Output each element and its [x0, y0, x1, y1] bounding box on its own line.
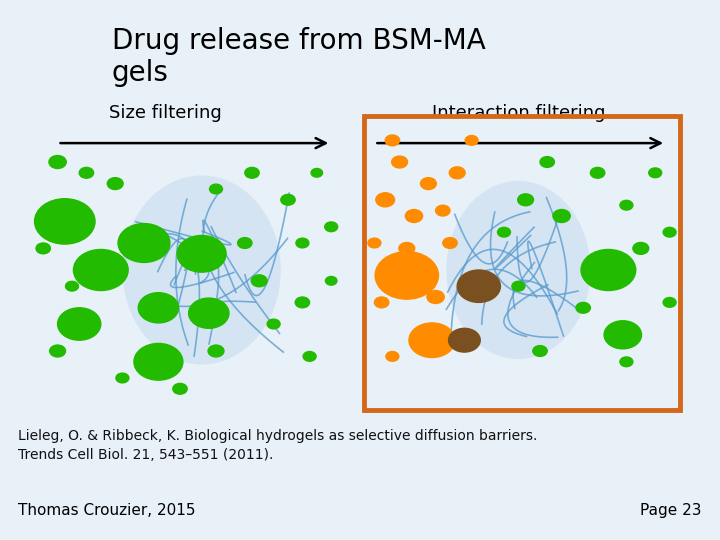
Circle shape [620, 357, 633, 367]
Circle shape [374, 297, 389, 308]
Circle shape [465, 136, 478, 145]
Circle shape [457, 270, 500, 302]
Circle shape [512, 281, 525, 291]
Circle shape [325, 222, 338, 232]
Circle shape [295, 297, 310, 308]
Circle shape [368, 238, 381, 248]
Text: Page 23: Page 23 [641, 503, 702, 518]
Circle shape [58, 308, 101, 340]
Circle shape [385, 135, 400, 146]
Circle shape [35, 199, 95, 244]
Circle shape [210, 184, 222, 194]
Circle shape [66, 281, 78, 291]
Circle shape [553, 210, 570, 222]
Circle shape [376, 193, 395, 207]
Circle shape [576, 302, 590, 313]
Circle shape [267, 319, 280, 329]
Circle shape [375, 252, 438, 299]
Circle shape [399, 242, 415, 254]
Circle shape [311, 168, 323, 177]
Circle shape [386, 352, 399, 361]
Circle shape [581, 249, 636, 291]
Circle shape [620, 200, 633, 210]
Circle shape [436, 205, 450, 216]
Circle shape [533, 346, 547, 356]
Circle shape [498, 227, 510, 237]
Circle shape [245, 167, 259, 178]
Circle shape [405, 210, 423, 222]
Ellipse shape [122, 176, 281, 364]
Circle shape [281, 194, 295, 205]
Circle shape [173, 383, 187, 394]
Text: Size filtering: Size filtering [109, 104, 222, 122]
Circle shape [633, 242, 649, 254]
Circle shape [107, 178, 123, 190]
Circle shape [540, 157, 554, 167]
Circle shape [138, 293, 179, 323]
Text: Interaction filtering: Interaction filtering [432, 104, 605, 122]
Circle shape [449, 167, 465, 179]
Circle shape [238, 238, 252, 248]
Circle shape [189, 298, 229, 328]
Circle shape [604, 321, 642, 349]
Circle shape [134, 343, 183, 380]
Circle shape [296, 238, 309, 248]
Circle shape [303, 352, 316, 361]
Circle shape [50, 345, 66, 357]
Circle shape [325, 276, 337, 285]
Circle shape [443, 238, 457, 248]
Circle shape [518, 194, 534, 206]
Ellipse shape [446, 181, 590, 359]
Circle shape [663, 298, 676, 307]
Circle shape [116, 373, 129, 383]
Circle shape [208, 345, 224, 357]
Text: Thomas Crouzier, 2015: Thomas Crouzier, 2015 [18, 503, 196, 518]
Circle shape [79, 167, 94, 178]
Circle shape [427, 291, 444, 303]
Text: Lieleg, O. & Ribbeck, K. Biological hydrogels as selective diffusion barriers.
T: Lieleg, O. & Ribbeck, K. Biological hydr… [18, 429, 537, 462]
Circle shape [251, 275, 267, 287]
Circle shape [449, 328, 480, 352]
Circle shape [36, 243, 50, 254]
Circle shape [649, 168, 662, 178]
Circle shape [177, 235, 226, 272]
Circle shape [409, 323, 455, 357]
Circle shape [663, 227, 676, 237]
Circle shape [118, 224, 170, 262]
Circle shape [392, 156, 408, 168]
Text: Drug release from BSM-MA
gels: Drug release from BSM-MA gels [112, 27, 485, 87]
Circle shape [420, 178, 436, 190]
Circle shape [590, 167, 605, 178]
Circle shape [73, 249, 128, 291]
Circle shape [49, 156, 66, 168]
